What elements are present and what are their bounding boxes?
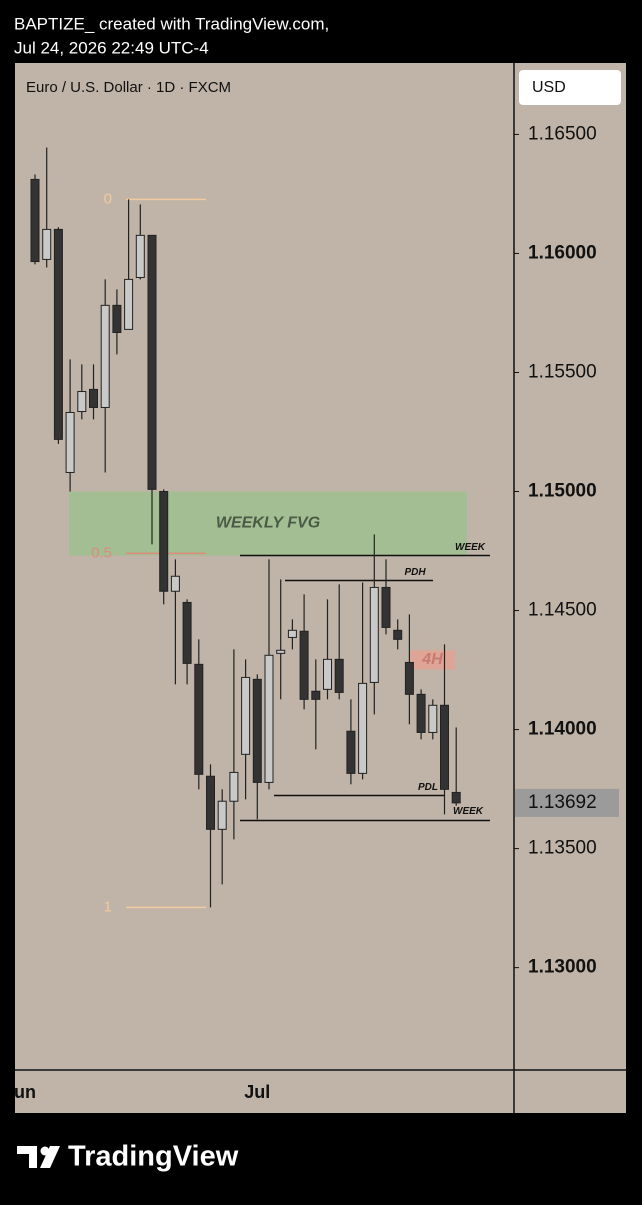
candle-body	[287, 629, 297, 638]
candle-body	[77, 391, 87, 413]
zone-label: WEEKLY FVG	[216, 515, 320, 532]
candle-body	[147, 234, 157, 490]
plot-area: WEEKLY FVG 4H 0 0.5 1 WEEK PDH PDL WEEK	[30, 147, 490, 915]
candle-body	[241, 676, 251, 755]
last-price-label: 1.13692	[528, 792, 597, 813]
candle-body	[217, 800, 227, 830]
candle-body	[276, 649, 286, 654]
level-label: WEEK	[453, 806, 484, 817]
candle-body	[182, 601, 192, 664]
y-tick-label: 1.13000	[528, 957, 597, 978]
candle-body	[369, 586, 379, 683]
y-tick-label: 1.15000	[528, 481, 597, 502]
y-tick-label: 1.14500	[528, 600, 597, 621]
brand-name: TradingView	[68, 1141, 239, 1173]
zone-label: 4H	[421, 651, 443, 668]
candle-body	[440, 704, 449, 790]
brand-logo	[17, 1146, 60, 1168]
candle-body	[65, 411, 75, 473]
candle-body	[170, 575, 180, 592]
candle-body	[346, 730, 356, 774]
y-tick-label: 1.15500	[528, 361, 597, 382]
candle-body	[381, 586, 391, 628]
candle-body	[42, 228, 52, 260]
y-tick-label: 1.13500	[528, 838, 597, 859]
candle-body	[124, 278, 134, 330]
zone	[69, 491, 467, 556]
y-tick-label: 1.14000	[528, 719, 597, 740]
chart-background	[15, 63, 626, 1113]
candle-body	[135, 234, 145, 278]
currency-label[interactable]: USD	[532, 79, 566, 96]
candle-body	[194, 663, 204, 775]
fib-label: 1	[104, 898, 112, 915]
y-tick-label: 1.16000	[528, 242, 597, 263]
candle-body	[323, 658, 332, 690]
candle-body	[428, 704, 438, 733]
candle-body	[206, 775, 215, 830]
x-tick-label: Jul	[244, 1082, 270, 1102]
level-label: WEEK	[455, 542, 486, 553]
price-axis: 1.16500 1.16000 1.15500 1.15000 1.14500 1.140…	[514, 123, 619, 978]
currency-button[interactable]	[519, 70, 621, 105]
candle-body	[416, 693, 426, 733]
candle-body	[252, 678, 262, 783]
x-tick-label: Jun	[4, 1082, 36, 1102]
fib-label: 0.5	[91, 544, 112, 561]
level-label: PDH	[404, 567, 426, 578]
candle-body	[159, 491, 169, 592]
candle-body	[404, 661, 414, 695]
candle-body	[358, 682, 368, 774]
fib-label: 0	[104, 190, 112, 207]
last-price-box	[515, 788, 619, 817]
header-line: BAPTIZE_ created with TradingView.com,	[14, 14, 329, 33]
candle-body	[100, 304, 110, 408]
candle-body	[451, 791, 461, 804]
candle-body	[311, 690, 321, 700]
candle-body	[299, 630, 309, 700]
level-label: PDL	[418, 782, 438, 793]
candle-body	[229, 771, 239, 802]
candle-body	[112, 304, 122, 333]
candle-body	[393, 629, 403, 640]
candle-body	[53, 228, 63, 440]
zone	[410, 650, 455, 670]
candle-body	[89, 388, 98, 408]
chart-title: Euro / U.S. Dollar · 1D · FXCM	[26, 79, 231, 96]
candle-body	[334, 658, 344, 693]
candle-body	[30, 178, 40, 263]
candle-body	[264, 654, 274, 783]
y-tick-label: 1.16500	[528, 123, 597, 144]
header-line: Jul 24, 2026 22:49 UTC-4	[14, 38, 209, 57]
